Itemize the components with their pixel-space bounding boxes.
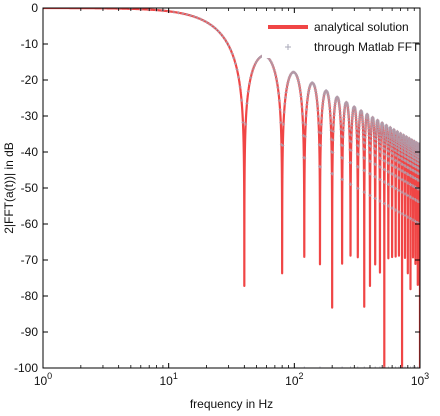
y-tick-label: -10 — [21, 37, 39, 51]
y-axis-label: 2|FFT(a(t))| in dB — [2, 142, 16, 234]
y-tick-label: -50 — [21, 181, 39, 195]
x-tick-label: 100 — [34, 371, 52, 388]
y-tick-label: -90 — [21, 325, 39, 339]
y-tick-label: -60 — [21, 217, 39, 231]
x-tick-label: 103 — [411, 371, 429, 388]
y-tick-label: -80 — [21, 289, 39, 303]
ticks-layer — [42, 7, 421, 369]
legend-plus-marker — [285, 44, 291, 50]
series-matlab-fft — [43, 8, 420, 368]
legend-box — [262, 14, 416, 58]
x-tick-label: 101 — [159, 371, 177, 388]
y-tick-label: 0 — [31, 1, 38, 15]
legend-entry-analytical: analytical solution — [314, 20, 409, 34]
y-tick-label: -30 — [21, 109, 39, 123]
matlab-fft-markers — [43, 8, 420, 368]
legend-entry-matlab: through Matlab FFT — [314, 40, 420, 54]
x-axis-label: frequency in Hz — [190, 397, 273, 411]
x-tick-label: 102 — [285, 371, 303, 388]
legend: analytical solution through Matlab FFT — [262, 14, 420, 58]
y-tick-label: -100 — [14, 361, 38, 375]
plot-area — [43, 8, 420, 368]
legend-swatch-matlab — [285, 44, 291, 50]
y-tick-label: -40 — [21, 145, 39, 159]
y-tick-label: -20 — [21, 73, 39, 87]
y-tick-label: -70 — [21, 253, 39, 267]
